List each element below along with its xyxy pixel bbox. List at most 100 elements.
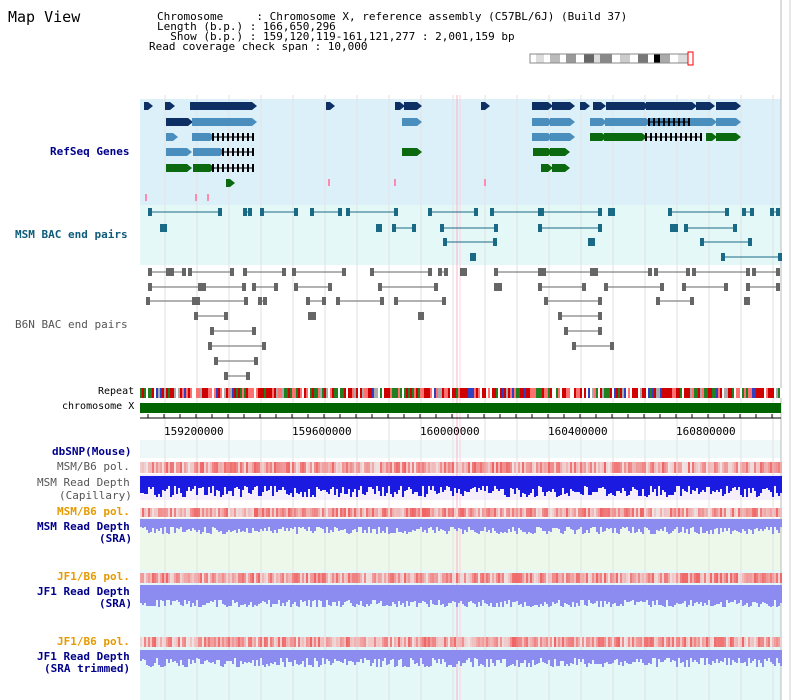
msm-polymorphism-cell-2 (248, 508, 250, 517)
bac-end (494, 224, 498, 232)
jf1-sra-depth-bar (768, 585, 770, 606)
jf1-polymorphism-cell-2 (172, 637, 174, 647)
jf1-polymorphism-cell (266, 573, 268, 583)
ideogram-band (670, 54, 678, 63)
repeat-segment (294, 388, 296, 398)
jf1-polymorphism-cell-2 (460, 637, 462, 647)
msm-sra-depth-bar (308, 519, 310, 527)
jf1-trimmed-depth-bar (712, 650, 714, 661)
jf1-polymorphism-cell-2 (278, 637, 280, 647)
chromosome-ideogram[interactable] (0, 0, 800, 70)
msm-sra-depth-bar (148, 519, 150, 533)
msm-polymorphism-cell (278, 462, 280, 473)
msm-polymorphism-cell-2 (660, 508, 662, 517)
msm-b6-pol-label-2[interactable]: MSM/B6 pol. (57, 505, 130, 518)
jf1-sra-depth-bar (520, 585, 522, 604)
page-title: Map View (8, 8, 81, 26)
gene-feature (402, 148, 422, 156)
msm-polymorphism-cell-2 (226, 508, 228, 517)
msm-polymorphism-cell-2 (672, 508, 674, 517)
jf1-trimmed-depth-bar (678, 650, 680, 658)
repeat-segment (598, 388, 600, 398)
msm-sra-depth-bar (712, 519, 714, 534)
exon-mark (227, 164, 229, 172)
jf1-sra-depth-bar (628, 585, 630, 602)
jf1-polymorphism-cell-2 (244, 637, 246, 647)
gene-feature (395, 102, 405, 110)
msm-polymorphism-cell (778, 462, 780, 473)
jf1-polymorphism-cell (492, 573, 494, 583)
jf1-polymorphism-cell-2 (560, 637, 562, 647)
jf1-sra-depth-bar (730, 585, 732, 602)
gene-feature (481, 102, 490, 110)
jf1-b6-pol-label[interactable]: JF1/B6 pol. (57, 570, 130, 583)
jf1-polymorphism-cell (570, 573, 572, 583)
msm-sra-depth-bar (760, 519, 762, 529)
jf1-trimmed-depth-bar (338, 650, 340, 661)
msm-capillary-depth-bar (652, 476, 654, 492)
msm-sra-depth-bar (738, 519, 740, 532)
jf1-trimmed-depth-bar (396, 650, 398, 666)
jf1-sra-depth-bar (762, 585, 764, 602)
exon-mark (675, 133, 677, 141)
gene-strand-arrow (330, 102, 335, 110)
exon-mark (653, 118, 655, 126)
msm-capillary-depth-bar (198, 476, 200, 488)
jf1-trimmed-depth-bar (482, 650, 484, 665)
jf1-polymorphism-cell (200, 573, 202, 583)
exon-mark (212, 133, 214, 141)
repeat-segment (282, 388, 284, 398)
jf1-trimmed-depth-bar (610, 650, 612, 664)
dbsnp-label[interactable]: dbSNP(Mouse) (52, 445, 132, 458)
msm-depth-capillary-label[interactable]: MSM Read Depth (37, 476, 130, 489)
jf1-b6-pol-label-2[interactable]: JF1/B6 pol. (57, 635, 130, 648)
repeat-segment (400, 388, 402, 398)
jf1-depth-sra-label[interactable]: JF1 Read Depth (37, 585, 130, 598)
msm-polymorphism-cell-2 (174, 508, 176, 517)
jf1-trimmed-depth-bar (450, 650, 452, 665)
msm-capillary-depth-bar (178, 476, 180, 488)
msm-polymorphism-cell-2 (216, 508, 218, 517)
gene-body (144, 102, 148, 110)
msm-bac-label[interactable]: MSM BAC end pairs (15, 228, 128, 241)
repeat-segment (742, 388, 744, 398)
msm-b6-pol-label[interactable]: MSM/B6 pol. (57, 460, 130, 473)
msm-sra-depth-bar (508, 519, 510, 529)
jf1-sra-depth-bar (154, 585, 156, 606)
b6n-bac-label[interactable]: B6N BAC end pairs (15, 318, 128, 331)
jf1-sra-depth-bar (752, 585, 754, 602)
msm-sra-depth-bar (446, 519, 448, 534)
jf1-polymorphism-cell-2 (632, 637, 634, 647)
jf1-sra-depth-bar (562, 585, 564, 607)
jf1-trimmed-depth-bar (716, 650, 718, 659)
jf1-sra-depth-bar (366, 585, 368, 604)
msm-polymorphism-cell (336, 462, 338, 473)
repeat-segment (252, 388, 254, 398)
msm-capillary-depth-bar (316, 476, 318, 487)
msm-sra-depth-bar (348, 519, 350, 534)
gene-strand-arrow (565, 164, 570, 172)
jf1-trimmed-depth-bar (236, 650, 238, 667)
bac-end (243, 268, 247, 276)
msm-polymorphism-cell-2 (490, 508, 492, 517)
jf1-sra-depth-bar (716, 585, 718, 604)
msm-polymorphism-cell-2 (194, 508, 196, 517)
msm-polymorphism-cell-2 (590, 508, 592, 517)
refseq-genes-label[interactable]: RefSeq Genes (50, 145, 130, 158)
msm-sra-depth-bar (392, 519, 394, 533)
msm-capillary-depth-bar (700, 476, 702, 492)
jf1-sra-depth-bar (610, 585, 612, 607)
jf1-polymorphism-cell-2 (368, 637, 370, 647)
msm-sra-depth-bar (352, 519, 354, 530)
repeat-segment (190, 388, 192, 398)
jf1-polymorphism-cell (248, 573, 250, 583)
msm-capillary-depth-bar (496, 476, 498, 489)
jf1-polymorphism-cell-2 (616, 637, 618, 647)
msm-polymorphism-cell (624, 462, 626, 473)
exon-mark (648, 118, 650, 126)
jf1-trimmed-depth-bar (614, 650, 616, 660)
jf1-trimmed-depth-bar (390, 650, 392, 660)
msm-polymorphism-cell (582, 462, 584, 473)
msm-depth-sra-label[interactable]: MSM Read Depth (37, 520, 130, 533)
jf1-depth-trimmed-label[interactable]: JF1 Read Depth (37, 650, 130, 663)
